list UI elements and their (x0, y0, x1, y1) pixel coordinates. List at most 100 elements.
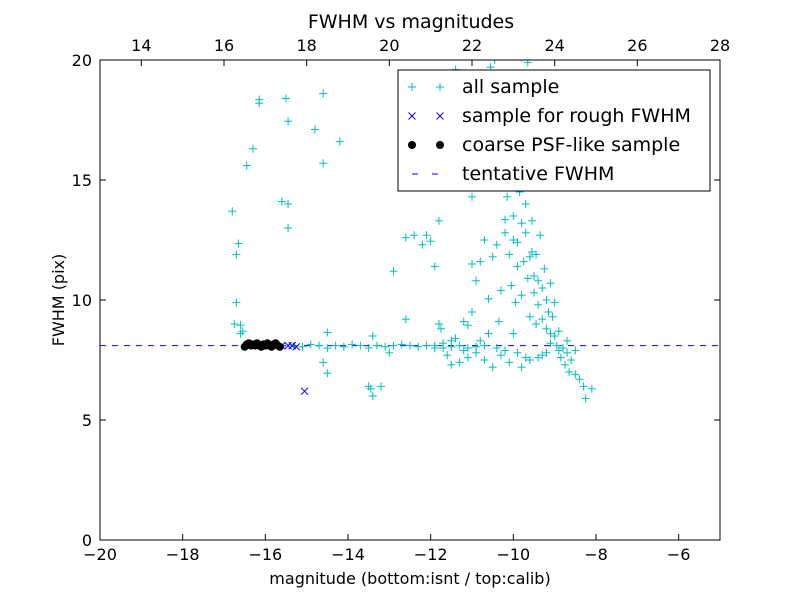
data-layer (100, 60, 720, 403)
legend-marker-2-b (436, 141, 444, 149)
point-s0-148 (331, 341, 340, 350)
point-s0-87 (536, 231, 545, 240)
top-x-tick-label-5: 24 (544, 36, 564, 55)
point-s0-127 (443, 351, 452, 360)
point-s0-107 (571, 370, 580, 379)
point-s0-123 (480, 356, 489, 364)
x-tick-label-1: −18 (166, 545, 200, 564)
x-tick-label-0: −20 (83, 545, 117, 564)
y-tick-label-2: 10 (72, 291, 92, 310)
point-s0-76 (523, 274, 532, 283)
point-s0-9 (248, 144, 257, 153)
point-s0-122 (488, 363, 497, 372)
top-x-tick-label-2: 18 (296, 36, 316, 55)
point-s0-139 (490, 60, 499, 64)
point-s0-51 (480, 236, 489, 244)
point-s0-154 (381, 342, 390, 351)
point-s0-126 (455, 358, 464, 367)
point-s0-130 (459, 346, 468, 355)
point-s0-162 (447, 342, 456, 351)
point-s0-150 (348, 340, 357, 349)
point-s0-88 (538, 284, 547, 292)
point-s0-101 (556, 353, 565, 362)
point-s0-94 (546, 279, 555, 288)
point-s0-153 (372, 341, 381, 350)
point-s0-41 (459, 317, 468, 326)
point-s0-36 (426, 237, 435, 246)
point-s0-13 (284, 117, 293, 126)
top-x-tick-label-4: 22 (462, 36, 482, 55)
point-s0-45 (451, 334, 460, 343)
point-s0-34 (418, 240, 427, 249)
point-s0-54 (488, 252, 497, 261)
legend: all sample sample for rough FWHM coarse … (397, 69, 711, 192)
point-s1-6-b (288, 341, 297, 350)
point-s0-99 (552, 341, 561, 350)
point-s0-39 (437, 324, 445, 333)
y-tick-label-0: 0 (82, 531, 92, 550)
point-s0-61 (505, 250, 514, 259)
point-s0-31 (401, 233, 410, 242)
chart-title: FWHM vs magnitudes (308, 11, 514, 33)
point-s0-58 (501, 228, 510, 237)
point-s0-14 (277, 197, 286, 206)
y-tick-label-3: 15 (72, 171, 92, 190)
point-s0-67 (513, 262, 522, 271)
point-s0-155 (389, 341, 398, 350)
point-s0-22 (319, 358, 328, 367)
point-s0-50 (476, 257, 485, 266)
point-s0-11 (255, 95, 264, 104)
legend-box (397, 69, 711, 192)
legend-label-rough-fwhm: sample for rough FWHM (462, 105, 691, 127)
point-s0-86 (534, 300, 543, 309)
point-s0-89 (538, 315, 547, 324)
point-s0-104 (563, 348, 572, 357)
legend-marker-1-b (436, 112, 444, 120)
point-s0-147 (323, 344, 332, 352)
point-s0-80 (527, 216, 536, 225)
point-s0-33 (410, 231, 419, 240)
point-s0-5 (236, 321, 245, 330)
point-s0-19 (319, 159, 328, 168)
point-s0-96 (548, 312, 557, 321)
legend-marker-0-a (408, 83, 416, 91)
x-tick-label-4: −12 (414, 545, 448, 564)
point-s0-149 (339, 342, 348, 351)
point-s0-78 (525, 252, 534, 261)
point-s0-84 (532, 250, 541, 259)
point-s0-18 (319, 89, 328, 98)
point-s0-8 (242, 161, 251, 170)
point-s0-35 (422, 231, 431, 240)
point-s0-102 (558, 344, 567, 352)
point-s0-2 (234, 239, 243, 248)
point-s0-159 (422, 341, 431, 350)
point-s0-25 (366, 384, 375, 393)
point-s0-82 (530, 272, 538, 280)
x-tick-label-2: −16 (248, 545, 282, 564)
point-s2-17 (275, 342, 284, 351)
x-axis-label: magnitude (bottom:isnt / top:calib) (269, 569, 550, 588)
point-s0-12 (282, 94, 290, 103)
point-s0-17 (310, 125, 319, 134)
point-s1-8-b (300, 387, 309, 396)
point-s0-29 (385, 348, 394, 357)
point-s0-157 (406, 341, 414, 350)
point-s0-47 (468, 192, 476, 201)
point-s0-48 (468, 308, 476, 316)
point-s1-7 (292, 342, 301, 351)
point-s0-97 (550, 298, 559, 307)
legend-marker-1-b-b (436, 112, 444, 120)
top-x-tick-label-6: 26 (627, 36, 647, 55)
point-s0-120 (505, 358, 514, 367)
point-s0-53 (484, 294, 493, 303)
point-s0-37 (430, 262, 439, 271)
point-s0-166 (480, 341, 489, 350)
point-s0-42 (468, 260, 476, 268)
x-tick-label-5: −10 (496, 545, 530, 564)
point-s0-133 (501, 346, 510, 355)
point-s0-30 (389, 267, 398, 276)
legend-marker-2-a (408, 141, 416, 149)
point-s0-92 (542, 324, 551, 333)
point-s0-27 (377, 382, 386, 391)
